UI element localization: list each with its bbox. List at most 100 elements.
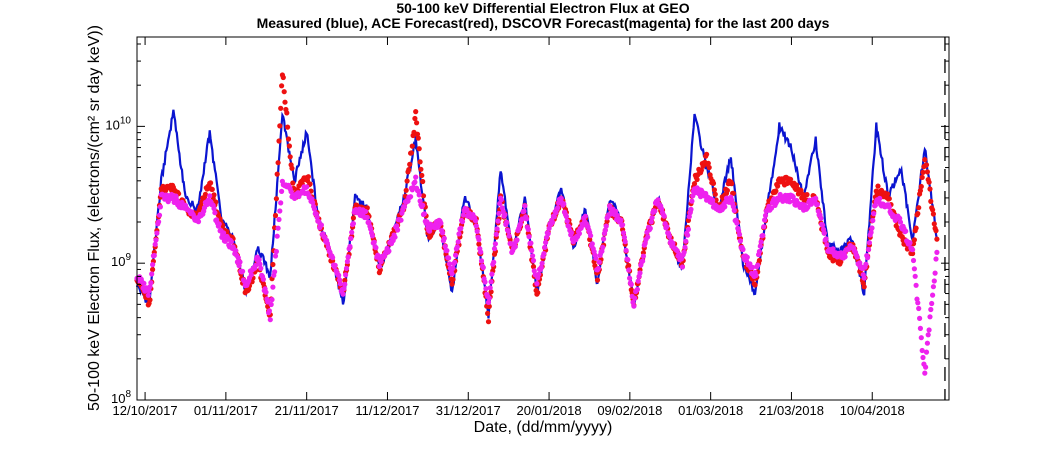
data-point-ace xyxy=(838,259,844,265)
data-point-dscovr xyxy=(603,223,609,229)
data-point-ace xyxy=(756,257,763,264)
data-point-dscovr xyxy=(373,245,379,251)
data-point-dscovr xyxy=(207,193,213,199)
data-point-ace xyxy=(923,162,930,168)
data-point-dscovr xyxy=(686,214,692,220)
data-point-dscovr xyxy=(528,240,534,246)
data-point-dscovr xyxy=(486,295,492,301)
data-point-dscovr xyxy=(722,204,728,210)
data-point-ace xyxy=(281,89,287,95)
data-point-ace xyxy=(729,181,735,187)
data-point-dscovr xyxy=(622,239,628,245)
data-point-dscovr xyxy=(310,199,316,206)
data-point-ace xyxy=(924,169,931,175)
data-point-ace xyxy=(928,198,934,204)
data-point-dscovr xyxy=(530,257,537,264)
data-point-dscovr xyxy=(150,262,156,268)
data-point-dscovr xyxy=(920,354,926,361)
data-point-dscovr xyxy=(599,248,605,254)
data-point-dscovr xyxy=(903,228,909,234)
data-point-dscovr xyxy=(861,275,867,281)
data-point-dscovr xyxy=(438,220,444,226)
data-point-dscovr xyxy=(916,305,922,312)
data-point-dscovr xyxy=(531,268,537,274)
data-point-dscovr xyxy=(530,253,536,259)
data-point-dscovr xyxy=(842,254,848,260)
data-point-dscovr xyxy=(546,225,552,231)
data-point-ace xyxy=(916,205,922,211)
data-point-ace xyxy=(404,178,410,184)
data-point-dscovr xyxy=(485,299,492,305)
data-point-dscovr xyxy=(487,285,493,291)
data-point-dscovr xyxy=(459,219,466,225)
data-point-dscovr xyxy=(632,295,638,301)
data-point-dscovr xyxy=(492,241,498,247)
data-point-dscovr xyxy=(395,227,401,233)
x-tick-label: 01/11/2017 xyxy=(194,403,258,418)
data-point-dscovr xyxy=(762,212,769,219)
data-point-dscovr xyxy=(521,208,527,214)
data-point-ace xyxy=(710,180,717,186)
x-tick-label: 11/12/2017 xyxy=(355,403,419,418)
data-point-dscovr xyxy=(631,303,637,309)
x-tick-label: 01/03/2018 xyxy=(678,403,743,418)
x-tick-label: 20/01/2018 xyxy=(517,403,582,418)
data-point-ace xyxy=(775,183,781,189)
data-point-dscovr xyxy=(446,255,452,261)
data-point-dscovr xyxy=(212,210,218,216)
data-point-dscovr xyxy=(442,243,448,250)
data-point-ace xyxy=(211,192,217,198)
data-point-dscovr xyxy=(362,208,369,215)
data-point-dscovr xyxy=(156,219,162,225)
data-point-ace xyxy=(913,225,919,231)
data-point-dscovr xyxy=(744,254,750,260)
data-point-dscovr xyxy=(337,281,343,287)
data-point-dscovr xyxy=(683,238,689,244)
data-point-dscovr xyxy=(930,284,937,290)
data-point-ace xyxy=(286,143,292,149)
data-point-dscovr xyxy=(277,208,283,214)
data-point-dscovr xyxy=(173,193,179,199)
data-point-ace xyxy=(414,120,420,126)
data-point-ace xyxy=(412,115,418,122)
data-point-dscovr xyxy=(753,272,759,278)
data-point-dscovr xyxy=(820,222,826,228)
data-point-dscovr xyxy=(504,219,510,225)
data-point-ace xyxy=(208,180,214,186)
data-point-ace xyxy=(285,124,291,130)
data-point-dscovr xyxy=(625,257,631,263)
data-point-ace xyxy=(450,276,456,283)
data-point-dscovr xyxy=(348,235,354,241)
data-point-dscovr xyxy=(398,217,404,223)
data-point-dscovr xyxy=(146,288,152,294)
data-point-dscovr xyxy=(421,211,427,217)
x-tick-label: 21/03/2018 xyxy=(759,403,824,418)
data-point-dscovr xyxy=(620,222,626,228)
data-point-dscovr xyxy=(538,264,544,271)
data-point-ace xyxy=(417,159,423,165)
data-point-dscovr xyxy=(148,280,154,286)
data-point-dscovr xyxy=(596,259,602,265)
data-point-dscovr xyxy=(228,239,234,245)
data-point-dscovr xyxy=(221,230,227,236)
data-point-dscovr xyxy=(274,233,280,239)
data-point-dscovr xyxy=(664,224,670,230)
x-tick-label: 12/10/2017 xyxy=(113,403,178,418)
data-point-ace xyxy=(409,143,415,149)
data-point-dscovr xyxy=(682,244,688,250)
data-point-dscovr xyxy=(452,259,458,265)
data-point-dscovr xyxy=(394,223,400,229)
data-point-dscovr xyxy=(869,225,875,231)
data-point-dscovr xyxy=(536,271,542,277)
data-point-dscovr xyxy=(493,231,499,237)
data-point-dscovr xyxy=(450,265,456,271)
data-point-dscovr xyxy=(623,247,629,253)
data-point-dscovr xyxy=(589,241,595,247)
data-point-dscovr xyxy=(195,219,202,225)
data-point-ace xyxy=(704,151,710,157)
data-point-dscovr xyxy=(304,184,310,190)
data-point-ace xyxy=(886,196,892,202)
data-point-dscovr xyxy=(541,251,547,257)
data-point-dscovr xyxy=(156,212,163,218)
